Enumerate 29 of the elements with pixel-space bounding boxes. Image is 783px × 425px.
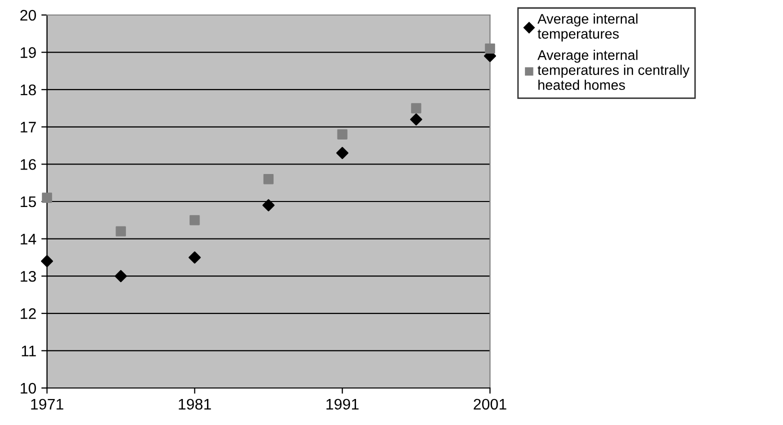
- y-tick-label: 14: [20, 234, 36, 244]
- point: [116, 226, 126, 236]
- x-tick-label: 1981: [178, 398, 211, 410]
- point: [190, 215, 200, 226]
- x-tick-label: 1971: [31, 398, 64, 410]
- point: [114, 270, 127, 282]
- point: [484, 43, 496, 54]
- point: [262, 199, 275, 212]
- point: [337, 129, 348, 140]
- y-tick-label: 11: [22, 346, 36, 356]
- y-tick-label: 20: [20, 10, 36, 21]
- y-tick-label: 10: [20, 382, 36, 394]
- y-tick-label: 18: [20, 84, 36, 96]
- point: [40, 255, 54, 268]
- point: [411, 103, 422, 114]
- point: [410, 113, 422, 126]
- y-tick-label: 16: [20, 159, 36, 170]
- point: [263, 174, 274, 184]
- y-tick-label: 15: [20, 196, 36, 208]
- y-tick-label: 17: [20, 122, 36, 132]
- x-tick-label: 2001: [474, 398, 506, 410]
- y-tick-label: 13: [20, 270, 36, 282]
- x-tick-label: 1991: [326, 398, 359, 410]
- y-tick-label: 12: [20, 308, 36, 319]
- point: [336, 146, 348, 160]
- y-tick-label: 19: [20, 47, 36, 58]
- legend-label: Average internal temperatures: [537, 14, 638, 42]
- point: [188, 251, 201, 264]
- legend-label: Average internal temperatures in centrally heated homes: [537, 50, 690, 90]
